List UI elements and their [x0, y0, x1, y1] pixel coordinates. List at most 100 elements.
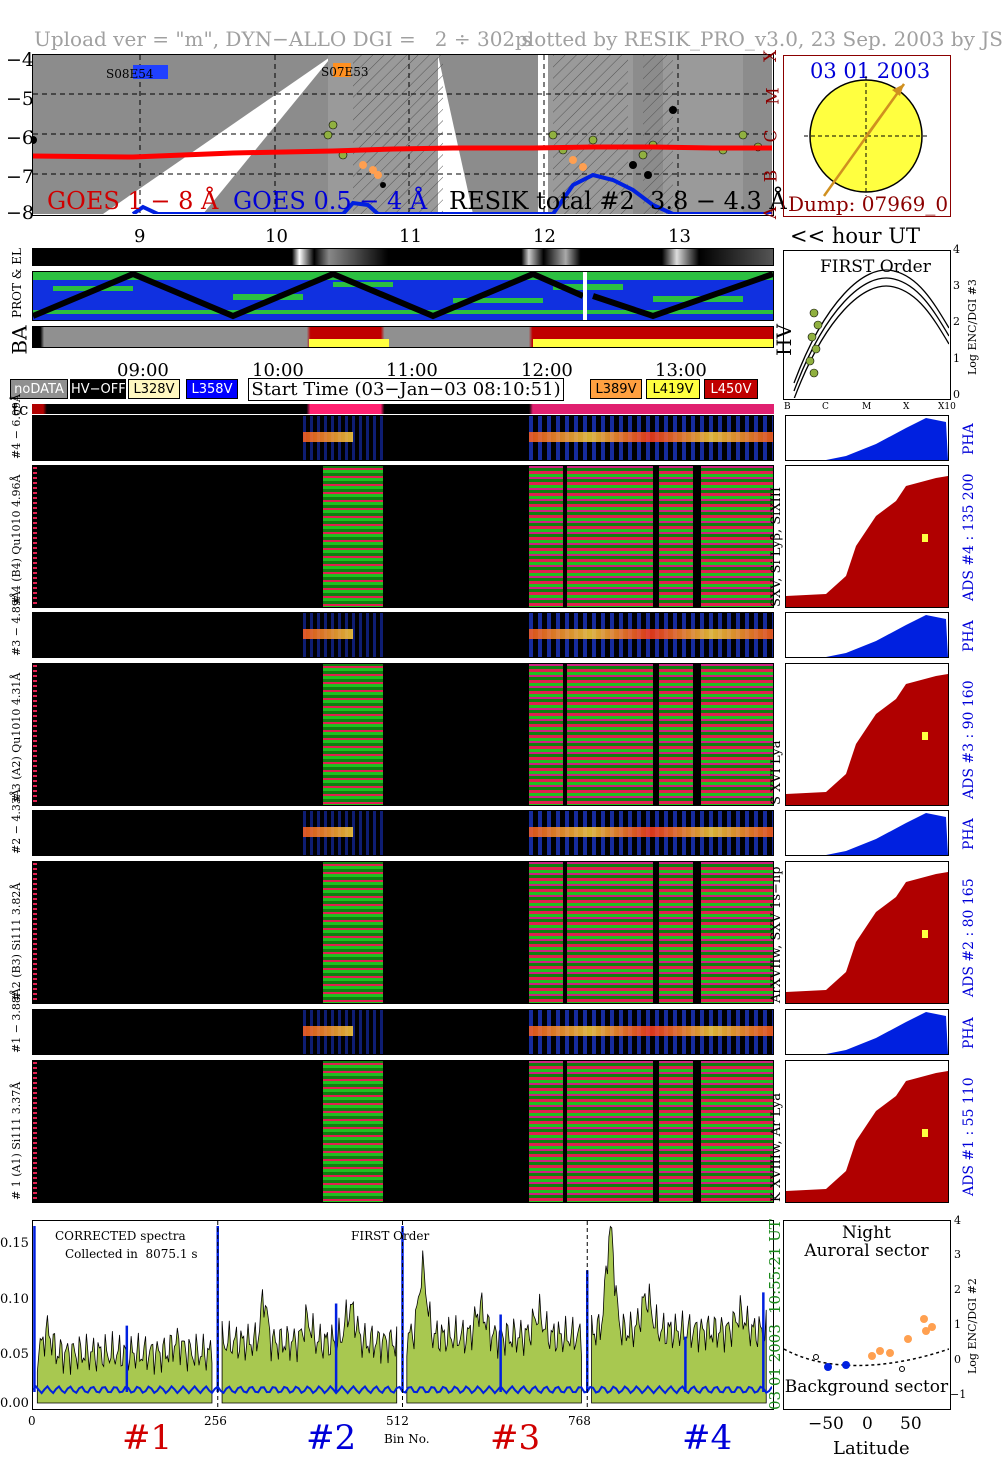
- spectrum-segment: [406, 1250, 582, 1404]
- lat-title2: Auroral sector: [804, 1241, 929, 1261]
- channel-spectrogram: [32, 663, 774, 806]
- goes-05-4-curve: [131, 172, 772, 214]
- spectrum-segment: [221, 1289, 398, 1404]
- hour-tick: 10: [265, 226, 288, 247]
- lat-ytick: 2: [954, 1283, 961, 1296]
- ch3-label: #3: [490, 1418, 541, 1458]
- lat-xtick: 0: [862, 1414, 873, 1434]
- legend-nodata: noDATA: [10, 379, 68, 399]
- ads-label: ADS #1 : 55 110: [961, 1077, 977, 1196]
- ba-label: BA: [7, 325, 32, 355]
- sun-dump: Dump: 07969_0: [788, 192, 949, 216]
- spec-xtick: 768: [568, 1414, 591, 1428]
- channel-spectrogram: [32, 861, 774, 1004]
- pha-label: PHA: [961, 423, 977, 455]
- pha-spectrogram: [32, 1009, 774, 1055]
- ads-label: ADS #4 : 135 200: [961, 473, 977, 601]
- ch1-label: #1: [122, 1418, 173, 1458]
- hour-tick: 9: [134, 226, 146, 247]
- pha-label: PHA: [961, 620, 977, 652]
- time-tick: 12:00: [521, 360, 573, 381]
- channel-label: # 4 (B4) Qu1010 4.96Å: [10, 474, 23, 605]
- channel-label: # 1 (A1) Si111 3.37Å: [10, 1081, 23, 1200]
- ba-strip: [32, 326, 774, 348]
- fo-ytick: 4: [953, 243, 960, 256]
- time-tick: 11:00: [386, 360, 438, 381]
- tc-label: tc: [12, 400, 29, 420]
- ads-histogram: [785, 1060, 949, 1203]
- fo-ytick: 3: [953, 279, 960, 292]
- class-c: C: [761, 129, 782, 143]
- ads-label: ADS #3 : 90 160: [961, 680, 977, 799]
- lat-ytick: 4: [954, 1214, 961, 1227]
- resik-points-orange: [359, 156, 587, 179]
- pha-channel-label: #4 − 6.09Å: [10, 394, 23, 459]
- spec-xlabel: Bin No.: [384, 1432, 430, 1446]
- channel-spectrogram: [32, 465, 774, 608]
- legend-l328v: L328V: [128, 379, 180, 399]
- lat-bottom: Background sector: [784, 1377, 949, 1397]
- spec-xtick: 0: [28, 1414, 36, 1428]
- plotted-info: plotted by RESIK_PRO_v3.0, 23 Sep. 2003 …: [515, 27, 1003, 51]
- lat-xlabel: Latitude: [833, 1438, 910, 1459]
- saa-label-2: S07E53: [321, 65, 369, 79]
- spec-ytick: 0.10: [0, 1292, 29, 1307]
- spec-ytick: 0.00: [0, 1396, 29, 1411]
- pha-histogram: [785, 810, 949, 856]
- ch4-label: #4: [682, 1418, 733, 1458]
- lat-ytick: 3: [954, 1248, 961, 1261]
- resik-points-black: [33, 106, 677, 188]
- goes-ytick: −5: [6, 88, 35, 110]
- goes-05-4-label: GOES 0.5 − 4 Å: [233, 187, 428, 215]
- spec-xtick: 256: [204, 1414, 227, 1428]
- pha-channel-label: #1 − 3.88Å: [10, 988, 23, 1053]
- sun-panel: 03 01 2003 Dump: 07969_0: [783, 55, 951, 217]
- goes-1-8-label: GOES 1 − 8 Å: [47, 187, 219, 215]
- goes-ytick: −7: [6, 166, 35, 188]
- lat-ytick: −1: [950, 1388, 967, 1401]
- fo-ytick: 0: [953, 388, 960, 401]
- saa-label-1: S08E54: [106, 67, 154, 81]
- pha-label: PHA: [961, 818, 977, 850]
- start-time: Start Time (03−Jan−03 08:10:51): [248, 378, 564, 401]
- spectrum-panel: CORRECTED spectra Collected in 8075.1 s …: [32, 1220, 774, 1410]
- goes-ytick: −8: [6, 202, 35, 224]
- first-order-title: FIRST Order: [820, 257, 931, 277]
- line-id-label: S XVI Lya: [769, 740, 784, 805]
- goes-1-8-curve: [33, 144, 772, 160]
- spec-ytick: 0.15: [0, 1236, 29, 1251]
- upload-info: Upload ver = "m", DYN−ALLO DGI = 2 ÷ 302…: [34, 27, 532, 51]
- hour-tick: 11: [399, 226, 422, 247]
- prot-el-strip: [32, 271, 774, 321]
- spectrum-segment: [591, 1225, 767, 1404]
- fo-xtick: M: [862, 402, 872, 412]
- goes-ytick: −6: [6, 127, 35, 149]
- lat-ytick: 1: [954, 1318, 961, 1331]
- lat-xtick: −50: [808, 1414, 844, 1434]
- fo-xtick: C: [822, 402, 829, 412]
- hour-tick: 12: [533, 226, 556, 247]
- tc-strip: [32, 404, 774, 414]
- line-id-label: K XVIIIw, Ar Lya: [769, 1093, 784, 1202]
- resik-points: [323, 120, 763, 160]
- spectrum-order: FIRST Order: [351, 1229, 430, 1243]
- hour-axis-label: << hour UT: [790, 224, 920, 248]
- pha-spectrogram: [32, 415, 774, 461]
- channel-label: # 3 (A2) Qu1010 4.31Å: [10, 672, 23, 803]
- line-id-label: ArXVIIw, SXV 1s−np: [769, 866, 784, 1003]
- time-tick: 09:00: [117, 360, 169, 381]
- fo-xtick: B: [784, 402, 791, 412]
- ch2-label: #2: [306, 1418, 357, 1458]
- sun-date: 03 01 2003: [810, 59, 931, 83]
- pha-histogram: [785, 612, 949, 658]
- ads-histogram: [785, 465, 949, 608]
- saa-marker-2: [333, 63, 351, 77]
- legend-l389v: L389V: [590, 379, 642, 399]
- pha-label: PHA: [961, 1017, 977, 1049]
- legend-hv-off: HV−OFF: [70, 379, 126, 399]
- lat-ylabel: Log ENC/DGI #2: [966, 1278, 979, 1374]
- time-tick: 13:00: [655, 360, 707, 381]
- ads-histogram: [785, 663, 949, 806]
- fo-ylabel: Log ENC/DGI #3: [966, 279, 979, 375]
- legend-l358v: L358V: [186, 379, 238, 399]
